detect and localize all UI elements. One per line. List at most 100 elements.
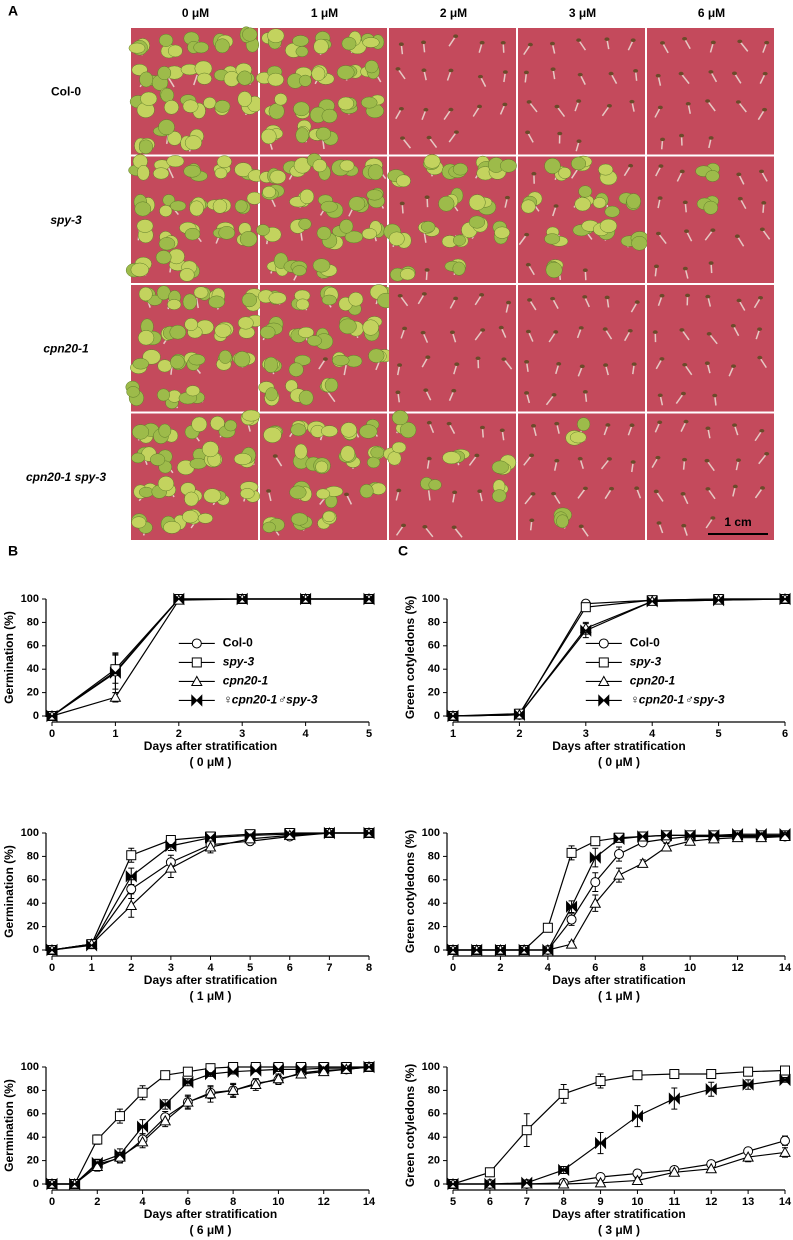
series-line	[453, 1079, 786, 1185]
x-tick-label: 12	[705, 1196, 717, 1208]
leaf	[132, 424, 150, 440]
seedling-root	[761, 228, 771, 240]
leaf	[367, 164, 384, 181]
leaf	[234, 351, 251, 368]
leaf	[188, 354, 206, 366]
leaf	[203, 96, 217, 109]
seed	[653, 489, 659, 494]
seed	[449, 330, 455, 335]
leaf	[348, 196, 366, 212]
marker	[598, 657, 609, 668]
marker	[565, 938, 578, 949]
marker	[272, 1072, 285, 1084]
photo-cell	[647, 28, 774, 155]
leaf	[312, 159, 327, 173]
column-header: 3 μM	[569, 6, 596, 20]
x-tick-label: 10	[631, 1196, 643, 1208]
y-tick-label: 0	[33, 944, 39, 956]
seedling-root	[193, 74, 198, 86]
seed	[656, 521, 662, 525]
y-axis-label: Germination (%)	[2, 1079, 16, 1172]
seed	[578, 326, 584, 330]
leaf	[298, 74, 312, 87]
seed	[504, 195, 510, 200]
seed	[576, 38, 582, 42]
leaf	[233, 453, 252, 466]
seed	[582, 390, 588, 394]
leaf	[182, 99, 199, 113]
leaf	[139, 71, 154, 88]
seedlings	[255, 28, 385, 150]
seed	[582, 486, 588, 491]
seed	[762, 71, 768, 76]
y-tick-label: 40	[27, 897, 39, 909]
leaf	[320, 425, 338, 437]
seed	[705, 426, 711, 431]
leaf	[246, 191, 263, 205]
seed	[712, 393, 718, 398]
marker	[136, 1135, 149, 1147]
seed	[344, 492, 350, 497]
seed	[524, 391, 530, 395]
seed	[474, 453, 480, 458]
seed	[681, 523, 687, 528]
photo-cell	[389, 28, 516, 155]
seedling-root	[167, 76, 175, 88]
seedlings	[262, 419, 387, 536]
leaf	[267, 72, 285, 87]
y-tick-label: 40	[27, 663, 39, 675]
marker	[205, 1067, 216, 1081]
leaf	[336, 65, 355, 80]
x-tick-label: 7	[326, 962, 332, 974]
leaf	[268, 292, 287, 305]
leaf	[321, 108, 338, 124]
seed	[498, 325, 504, 330]
marker	[182, 1076, 194, 1089]
seed	[606, 457, 612, 461]
marker	[636, 857, 649, 868]
leaf	[399, 268, 416, 281]
seed	[684, 229, 690, 233]
seedling-root	[601, 105, 611, 117]
marker	[646, 595, 658, 608]
seedling-root	[472, 106, 481, 117]
photo-cell	[518, 156, 645, 283]
seed	[395, 390, 401, 395]
seedling-root	[580, 525, 589, 537]
x-tick-label: 14	[779, 962, 792, 974]
marker	[205, 831, 216, 844]
seedlings	[383, 154, 517, 282]
y-tick-label: 80	[27, 616, 39, 628]
seed	[704, 361, 710, 365]
y-axis-label: Green cotyledons (%)	[403, 1064, 417, 1187]
subtitle: ( 1 μM )	[189, 989, 231, 1003]
leaf	[126, 386, 140, 398]
leaf	[311, 66, 326, 82]
leaf	[362, 37, 380, 48]
seedling-root	[399, 295, 409, 307]
leaf	[216, 155, 232, 169]
x-axis-label: Days after stratification	[552, 1207, 685, 1221]
leaf	[452, 163, 468, 176]
x-tick-label: 4	[207, 962, 214, 974]
y-tick-label: 0	[33, 710, 39, 722]
marker	[114, 1148, 126, 1161]
seed	[479, 40, 485, 45]
x-tick-label: 1	[89, 962, 95, 974]
legend-label: cpn20-1	[223, 674, 269, 688]
seedling-root	[552, 493, 561, 505]
leaf	[136, 219, 154, 233]
series-line	[452, 598, 786, 717]
marker	[114, 1111, 125, 1122]
series-line	[452, 1069, 786, 1185]
x-tick-label: 4	[649, 728, 656, 740]
leaf	[152, 167, 170, 180]
seed	[682, 362, 688, 367]
leaf	[150, 453, 166, 466]
marker	[558, 1088, 569, 1099]
leaf	[315, 126, 332, 141]
seed	[658, 164, 664, 168]
leaf	[256, 224, 270, 236]
leaf	[210, 415, 225, 431]
seed	[603, 363, 609, 367]
